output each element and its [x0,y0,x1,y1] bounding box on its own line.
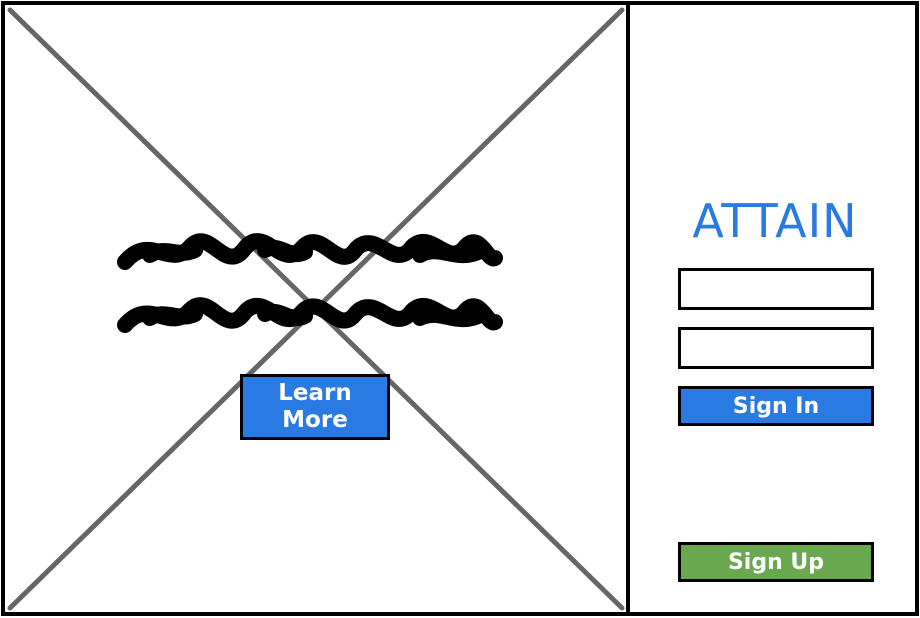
scribble-line-2b [142,304,486,328]
sign-up-button[interactable]: Sign Up [678,542,874,582]
username-field[interactable] [678,268,874,310]
learn-more-button[interactable]: Learn More [240,374,390,440]
brand-logo: ATTAIN [692,194,858,248]
sign-in-button[interactable]: Sign In [678,386,874,426]
password-field[interactable] [678,327,874,369]
scribble-line-1b [142,240,486,264]
scribble-text-icon [117,233,503,333]
